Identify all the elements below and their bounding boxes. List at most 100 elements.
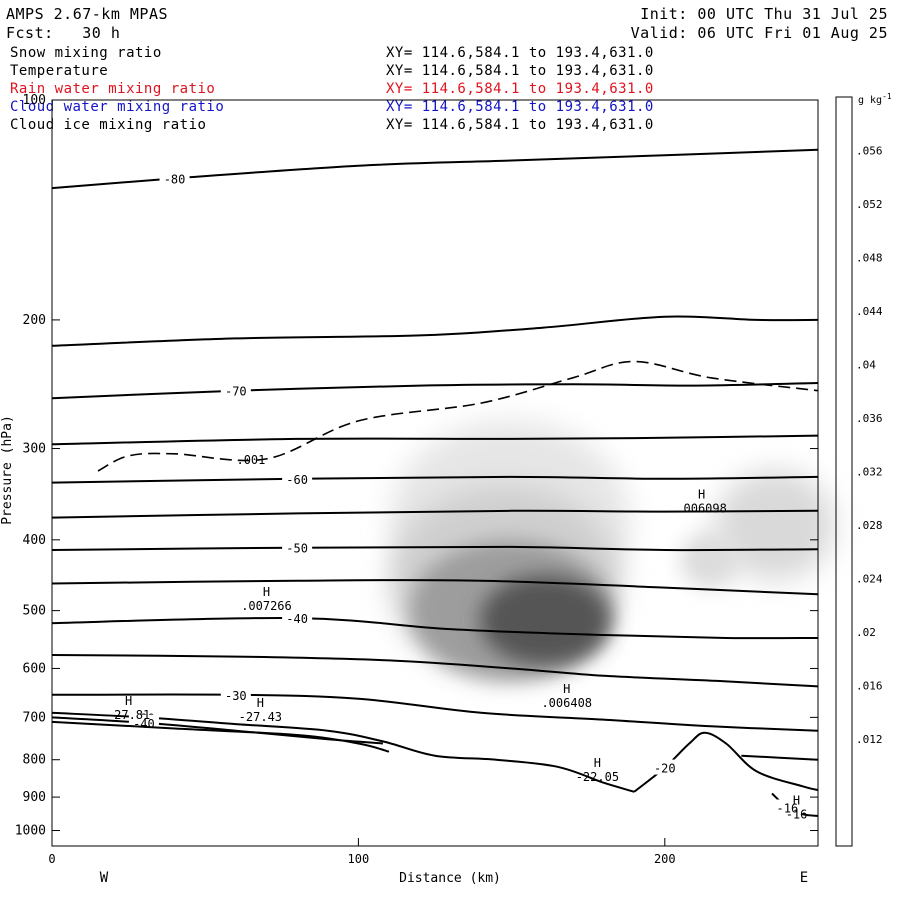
field-name: Temperature: [10, 63, 109, 79]
isotherm-line: [51, 382, 819, 400]
y-tick-label: 1000: [15, 824, 46, 839]
y-tick-label: 300: [23, 442, 46, 457]
colorbar-tick-label: .036: [856, 412, 883, 425]
isotherm-label: -30: [225, 689, 247, 703]
isotherm-line: [51, 475, 819, 484]
init-time: Init: 00 UTC Thu 31 Jul 25: [640, 5, 888, 23]
max-value: -27.81: [107, 708, 150, 722]
x-axis: 0 100 200: [48, 838, 676, 866]
max-marker: H: [698, 487, 705, 501]
y-tick-label: 500: [23, 604, 46, 619]
field-xy: XY= 114.6,584.1 to 193.4,631.0: [386, 99, 654, 115]
isotherm-line: [51, 616, 819, 640]
isotherm-label: -50: [286, 542, 308, 556]
colorbar-tick-label: .052: [856, 198, 883, 211]
y-tick-label: 800: [23, 753, 46, 768]
isotherm-line: [741, 754, 819, 761]
isotherm-label: -40: [286, 612, 308, 626]
max-marker: H: [563, 682, 570, 696]
field-name: Rain water mixing ratio: [10, 81, 216, 97]
field-xy: XY= 114.6,584.1 to 193.4,631.0: [386, 81, 654, 97]
model-title: AMPS 2.67-km MPAS: [6, 5, 169, 23]
max-marker: H: [594, 756, 601, 770]
plot-frame: [51, 99, 819, 847]
field-xy: XY= 114.6,584.1 to 193.4,631.0: [386, 117, 654, 133]
isotherm-label: -60: [286, 473, 308, 487]
y-tick-label: 600: [23, 661, 46, 676]
isotherm-label: -80: [164, 172, 186, 186]
colorbar-unit: g kg-1: [858, 92, 892, 106]
isotherm-line: [51, 711, 635, 793]
y-tick-label: 200: [23, 313, 46, 328]
colorbar-tick-label: .012: [856, 733, 883, 746]
field-name: Cloud ice mixing ratio: [10, 117, 207, 133]
isotherm-label: -16: [777, 801, 799, 815]
isotherm-layer: -80-70-60-50-40-30-30-40-20-16: [51, 148, 819, 817]
field-xy: XY= 114.6,584.1 to 193.4,631.0: [386, 45, 654, 61]
forecast-hour: Fcst: 30 h: [6, 24, 121, 42]
colorbar-tick-label: .024: [856, 573, 883, 586]
colorbar-tick-label: .028: [856, 519, 883, 532]
colorbar-tick-label: .056: [856, 145, 883, 158]
isotherm-line: [51, 579, 819, 596]
max-value: .007266: [241, 599, 292, 613]
shade-ring: [680, 532, 740, 588]
field-xy: XY= 114.6,584.1 to 193.4,631.0: [386, 63, 654, 79]
colorbar-frame: [835, 96, 853, 847]
x-axis-label: Distance (km): [399, 871, 501, 886]
isotherm-label-bg: [220, 382, 251, 398]
y-tick-label: 700: [23, 710, 46, 725]
east-label: E: [800, 870, 808, 886]
isotherm-line: [51, 509, 819, 519]
y-axis-label: Pressure (hPa): [0, 415, 15, 525]
maxima-layer: H.007266H.006408H.006098H-27.81H-27.43H-…: [107, 487, 807, 821]
isotherm-label-bg: [220, 686, 251, 702]
max-value: .006408: [541, 696, 592, 710]
max-marker: H: [263, 585, 270, 599]
max-marker: H: [793, 794, 800, 808]
isotherm-label-bg: [282, 539, 313, 555]
isotherm-label-bg: [772, 799, 803, 815]
y-tick-label: 900: [23, 790, 46, 805]
cloud-ice-shading: [390, 420, 835, 680]
shade-ring: [480, 575, 610, 665]
isotherm-label-bg: [159, 170, 190, 186]
colorbar-tick-label: .048: [856, 252, 883, 265]
colorbar-tick-label: .04: [856, 359, 876, 372]
colorbar-tick-label: .02: [856, 626, 876, 639]
shade-ring: [715, 470, 835, 580]
isotherm-label-bg: [282, 470, 313, 486]
field-name: Cloud water mixing ratio: [10, 99, 225, 115]
snow-contour-layer: .001: [97, 360, 819, 472]
colorbar: .056 .052 .048 .044 .04 .036 .032 .028 .024 .02 .0…: [835, 96, 883, 847]
isotherm-line: [51, 720, 390, 753]
snow-contour: [97, 360, 819, 472]
y-tick-label: 400: [23, 533, 46, 548]
max-value: .006098: [676, 501, 727, 515]
isotherm-label: -20: [654, 762, 676, 776]
max-value: -16: [786, 808, 808, 822]
y-tick-label: 100: [23, 93, 46, 108]
max-value: -22.05: [576, 770, 619, 784]
colorbar-tick-label: .016: [856, 680, 883, 693]
isotherm-label-bg: [649, 759, 680, 775]
y-axis: 100 200 300 400 500 600 700 800 900 1000: [15, 93, 818, 839]
colorbar-tick-label: .032: [856, 466, 883, 479]
max-marker: H: [125, 694, 132, 708]
isotherm-line: [51, 315, 819, 347]
x-tick-label: 100: [348, 852, 370, 866]
isotherm-label: -70: [225, 385, 247, 399]
isotherm-label-bg: [282, 610, 313, 626]
isotherm-line: [51, 545, 819, 552]
snow-contour-label: .001: [236, 453, 265, 467]
west-label: W: [100, 870, 109, 886]
max-value: -27.43: [239, 710, 282, 724]
colorbar-tick-label: .044: [856, 305, 883, 318]
x-tick-label: 200: [654, 852, 676, 866]
field-name: Snow mixing ratio: [10, 45, 162, 61]
x-tick-label: 0: [48, 852, 55, 866]
isotherm-line: [51, 654, 819, 688]
isotherm-line: [51, 434, 819, 446]
valid-time: Valid: 06 UTC Fri 01 Aug 25: [630, 24, 888, 42]
